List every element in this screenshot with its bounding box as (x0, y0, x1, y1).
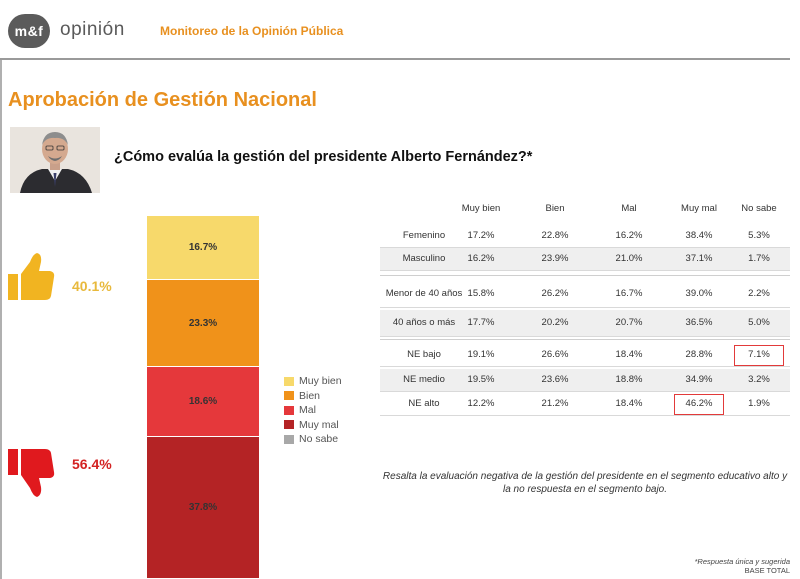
table-cell: 2.2% (748, 288, 770, 299)
base-label: BASE TOTAL (744, 566, 790, 575)
row-label: Femenino (402, 230, 446, 241)
table-cell: 36.5% (685, 317, 713, 328)
legend-label: Muy bien (299, 375, 342, 388)
table-cell: 46.2% (685, 398, 713, 409)
table-row: 40 años o más 17.7% 20.2% 20.7% 36.5% 5.0% (380, 310, 790, 337)
column-header: Muy bien (461, 203, 501, 214)
legend-swatch (284, 376, 294, 386)
approval-total: 40.1% (72, 278, 112, 294)
table-cell: 7.1% (748, 349, 770, 360)
legend-swatch (284, 420, 294, 430)
bar-segment-label: 23.3% (188, 317, 218, 329)
table-cell: 38.4% (685, 230, 713, 241)
legend-label: Bien (299, 389, 321, 402)
row-label: NE alto (408, 398, 440, 409)
table-cell: 37.1% (685, 253, 713, 264)
table-cell: 26.6% (541, 349, 569, 360)
row-label: NE bajo (407, 349, 441, 360)
table-cell: 23.9% (541, 253, 569, 264)
legend-item: Mal (284, 403, 342, 418)
table-cell: 28.8% (685, 349, 713, 360)
analysis-note: Resalta la evaluación negativa de la ges… (382, 471, 788, 495)
table-cell: 18.4% (615, 398, 643, 409)
table-cell: 15.8% (467, 288, 495, 299)
bar-segment-muy-bien: 16.7% (147, 216, 259, 279)
logo-badge: m&f (8, 14, 50, 48)
column-header: Bien (545, 203, 565, 214)
stacked-bar: 16.7% 23.3% 18.6% 37.8% 3.5% (147, 216, 259, 579)
legend-label: Mal (299, 404, 316, 417)
bar-segment-label: 18.6% (188, 396, 218, 408)
table-cell: 19.1% (467, 349, 495, 360)
group-separator (380, 275, 790, 276)
table-cell: 23.6% (541, 374, 569, 385)
bar-segment-bien: 23.3% (147, 278, 259, 367)
brand-name: opinión (60, 19, 125, 40)
table-row: Menor de 40 años 15.8% 26.2% 16.7% 39.0% 2.2% (380, 281, 790, 308)
table-row: NE medio 19.5% 23.6% 18.8% 34.9% 3.2% (380, 369, 790, 392)
table-row: Masculino 16.2% 23.9% 21.0% 37.1% 1.7% (380, 248, 790, 271)
table-row: NE alto 12.2% 21.2% 18.4% 46.2% 1.9% (380, 393, 790, 416)
footnote: *Respuesta única y sugerida (694, 557, 790, 566)
legend-item: Muy bien (284, 374, 342, 389)
table-cell: 3.2% (748, 374, 770, 385)
legend-item: Bien (284, 389, 342, 404)
bar-segment-muy-mal: 37.8% (147, 435, 259, 579)
row-label: Masculino (402, 253, 446, 264)
table-cell: 17.2% (467, 230, 495, 241)
table-cell: 1.9% (748, 398, 770, 409)
table-cell: 21.2% (541, 398, 569, 409)
group-separator (380, 339, 790, 340)
row-label: 40 años o más (392, 317, 456, 328)
row-label: NE medio (403, 374, 445, 385)
table-cell: 17.7% (467, 317, 495, 328)
table-cell: 26.2% (541, 288, 569, 299)
left-border (0, 60, 2, 579)
legend-swatch (284, 434, 294, 444)
highlight-box (674, 394, 724, 415)
table-cell: 20.2% (541, 317, 569, 328)
table-cell: 16.7% (615, 288, 643, 299)
column-header: Mal (621, 203, 637, 214)
table-cell: 39.0% (685, 288, 713, 299)
table-cell: 20.7% (615, 317, 643, 328)
disapproval-total: 56.4% (72, 456, 112, 472)
bar-segment-mal: 18.6% (147, 366, 259, 437)
legend-swatch (284, 391, 294, 401)
table-cell: 34.9% (685, 374, 713, 385)
header-subtitle: Monitoreo de la Opinión Pública (160, 24, 344, 38)
column-header: Muy mal (681, 203, 717, 214)
legend-item: Muy mal (284, 418, 342, 433)
legend-swatch (284, 405, 294, 415)
thumbs-down-icon (8, 449, 55, 497)
chart-legend: Muy bien Bien Mal Muy mal No sabe (284, 374, 342, 447)
thumbs-up-icon (8, 253, 55, 300)
table-cell: 18.8% (615, 374, 643, 385)
table-row: NE bajo 19.1% 26.6% 18.4% 28.8% 7.1% (380, 344, 790, 367)
table-cell: 19.5% (467, 374, 495, 385)
highlight-box (734, 345, 784, 366)
table-cell: 16.2% (467, 253, 495, 264)
table-cell: 5.3% (748, 230, 770, 241)
legend-item: No sabe (284, 432, 342, 447)
table-cell: 12.2% (467, 398, 495, 409)
table-row: Femenino 17.2% 22.8% 16.2% 38.4% 5.3% (380, 225, 790, 248)
table-cell: 1.7% (748, 253, 770, 264)
row-label: Menor de 40 años (385, 288, 463, 299)
legend-label: No sabe (299, 433, 339, 446)
president-portrait (10, 127, 100, 193)
table-cell: 16.2% (615, 230, 643, 241)
bar-segment-label: 16.7% (188, 241, 218, 253)
survey-question: ¿Cómo evalúa la gestión del presidente A… (114, 149, 533, 165)
legend-label: Muy mal (299, 418, 339, 431)
section-title: Aprobación de Gestión Nacional (8, 89, 317, 111)
table-cell: 21.0% (615, 253, 643, 264)
column-header: No sabe (741, 203, 777, 214)
bar-segment-no-sabe: 3.5% (147, 577, 259, 579)
table-cell: 5.0% (748, 317, 770, 328)
header-divider (0, 58, 790, 60)
table-cell: 22.8% (541, 230, 569, 241)
bar-segment-label: 37.8% (188, 502, 218, 514)
table-cell: 18.4% (615, 349, 643, 360)
